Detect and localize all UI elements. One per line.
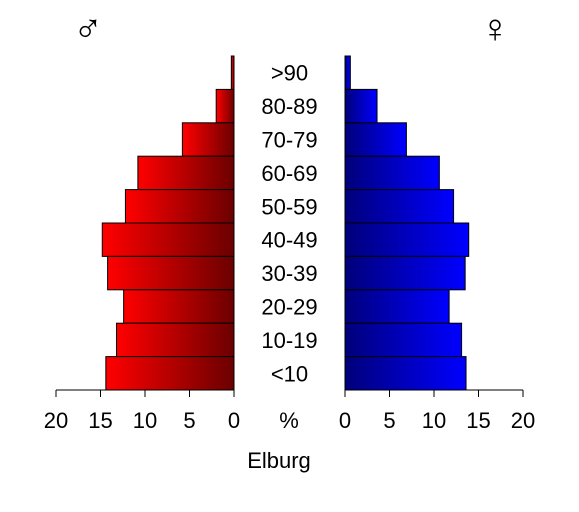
age-label-70-79: 70-79 <box>261 128 317 153</box>
male-symbol-label: ♂ <box>73 7 103 51</box>
male-bar-30-39 <box>107 255 235 291</box>
male-tick-label-0: 0 <box>228 408 240 433</box>
age-label-30-39: 30-39 <box>261 261 317 286</box>
age-label-80-89: 80-89 <box>261 94 317 119</box>
female-bar-20-29 <box>344 289 450 324</box>
percent-unit-label: % <box>279 408 299 433</box>
male-tick-label-10: 10 <box>133 408 157 433</box>
female-bars <box>344 55 470 391</box>
female-bar-<10 <box>344 356 467 391</box>
axes: 20 15 10 5 0 0 5 10 15 20 <box>44 389 535 433</box>
male-tick-label-15: 15 <box>88 408 112 433</box>
female-bar-70-79 <box>344 122 407 157</box>
age-label-<10: <10 <box>271 361 308 386</box>
male-bar-<10 <box>105 356 235 391</box>
female-bar-30-39 <box>344 255 466 291</box>
age-label-10-19: 10-19 <box>261 328 317 353</box>
age-label-50-59: 50-59 <box>261 194 317 219</box>
male-bars <box>101 55 235 391</box>
female-bar-40-49 <box>344 222 470 257</box>
female-tick-label-20: 20 <box>511 408 535 433</box>
male-bar-60-69 <box>137 155 235 191</box>
female-bar-80-89 <box>344 88 378 124</box>
male-bar-10-19 <box>116 322 235 358</box>
male-bar-70-79 <box>181 122 235 157</box>
chart-title: Elburg <box>247 448 311 473</box>
male-bar-50-59 <box>124 189 235 224</box>
age-label-40-49: 40-49 <box>261 228 317 253</box>
male-bar-40-49 <box>101 222 235 257</box>
female-tick-label-5: 5 <box>383 408 395 433</box>
female-tick-label-15: 15 <box>466 408 490 433</box>
female-bar->90 <box>344 55 351 90</box>
male-tick-label-5: 5 <box>183 408 195 433</box>
age-label->90: >90 <box>271 61 308 86</box>
female-tick-label-0: 0 <box>339 408 351 433</box>
age-label-60-69: 60-69 <box>261 161 317 186</box>
age-label-20-29: 20-29 <box>261 295 317 320</box>
male-bar-20-29 <box>123 289 235 324</box>
male-bar->90 <box>230 55 235 90</box>
female-bar-60-69 <box>344 155 440 191</box>
age-group-labels: >90 80-89 70-79 60-69 50-59 40-49 30-39 20-29 10… <box>261 61 317 387</box>
male-bar-80-89 <box>215 88 235 124</box>
female-symbol-label: ♀ <box>480 7 510 51</box>
female-tick-label-10: 10 <box>422 408 446 433</box>
female-bar-10-19 <box>344 322 463 358</box>
male-tick-label-20: 20 <box>44 408 68 433</box>
female-bar-50-59 <box>344 189 455 224</box>
